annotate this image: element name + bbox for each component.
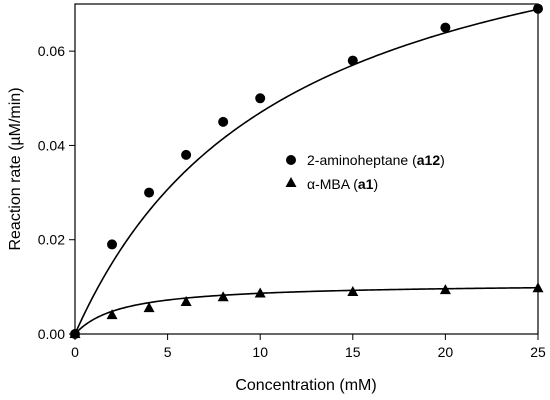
data-point-triangle: [143, 302, 155, 313]
data-point-triangle: [106, 309, 118, 320]
y-tick-label: 0.02: [38, 232, 65, 248]
data-point-triangle: [532, 282, 544, 293]
data-point-circle: [107, 239, 118, 250]
x-axis-ticks: 0 5 10 15 20 25: [71, 334, 546, 360]
data-point-circle: [440, 22, 451, 33]
x-tick-label: 10: [252, 344, 268, 360]
data-point-triangle: [254, 287, 266, 298]
y-tick-label: 0.04: [38, 137, 65, 153]
fit-curve-series-1: [74, 8, 539, 335]
x-axis-title: Concentration (mM): [235, 377, 376, 394]
legend-label-series-2: α-MBA (a1): [307, 176, 378, 192]
y-tick-label: 0.00: [38, 326, 65, 342]
data-point-circle: [144, 187, 155, 198]
data-point-circle: [255, 93, 266, 104]
legend: 2-aminoheptane (a12) α-MBA (a1): [285, 152, 445, 192]
x-tick-label: 5: [164, 344, 172, 360]
data-point-circle: [533, 3, 543, 14]
data-points: [69, 3, 544, 339]
data-point-triangle: [180, 295, 192, 306]
data-point-triangle: [69, 328, 81, 338]
y-tick-label: 0.06: [38, 43, 65, 59]
data-point-circle: [347, 55, 358, 66]
x-tick-label: 0: [71, 344, 79, 360]
plot-frame: [74, 3, 539, 335]
fit-curve-series-2: [74, 286, 539, 335]
legend-marker-triangle: [285, 177, 297, 187]
x-tick-label: 25: [530, 344, 546, 360]
y-axis-title: Reaction rate (µM/min): [7, 87, 24, 250]
data-point-triangle: [347, 286, 359, 297]
data-point-triangle: [439, 284, 451, 295]
y-axis-ticks: 0.00 0.02 0.04 0.06: [38, 43, 75, 342]
legend-marker-circle: [286, 155, 296, 165]
data-point-circle: [218, 116, 229, 127]
x-tick-label: 20: [438, 344, 454, 360]
legend-label-series-1: 2-aminoheptane (a12): [307, 152, 445, 168]
data-point-circle: [181, 149, 192, 160]
data-point-triangle: [217, 291, 229, 302]
x-tick-label: 15: [345, 344, 361, 360]
fit-curves: [74, 8, 539, 335]
